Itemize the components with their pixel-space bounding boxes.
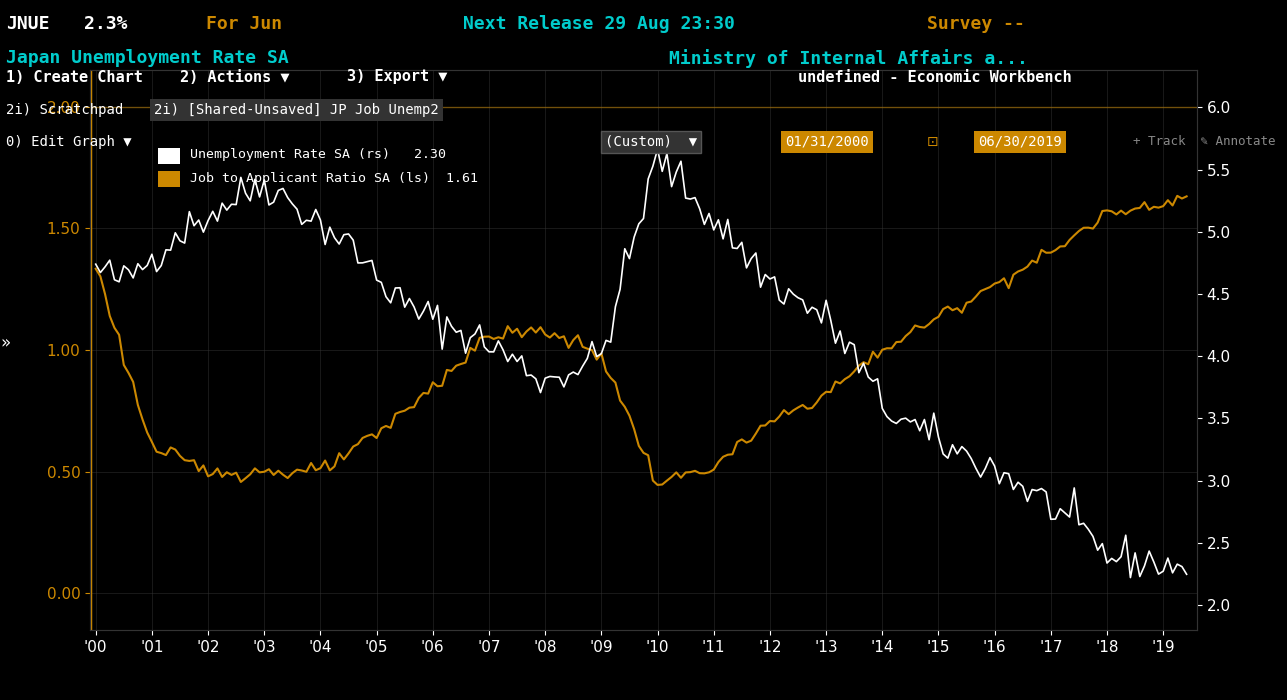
Text: 3) Export ▼: 3) Export ▼ <box>347 69 448 85</box>
Text: For Jun: For Jun <box>206 15 282 33</box>
Text: ⊡: ⊡ <box>927 134 938 149</box>
Text: 01/31/2000: 01/31/2000 <box>785 134 869 149</box>
Text: 2i) Scratchpad: 2i) Scratchpad <box>6 103 124 117</box>
Text: JNUE: JNUE <box>6 15 50 33</box>
Text: Survey --: Survey -- <box>927 15 1024 33</box>
Text: Unemployment Rate SA (rs)   2.30: Unemployment Rate SA (rs) 2.30 <box>190 148 447 162</box>
Text: 2.3%: 2.3% <box>84 15 127 33</box>
Text: undefined - Economic Workbench: undefined - Economic Workbench <box>798 69 1072 85</box>
Text: Next Release 29 Aug 23:30: Next Release 29 Aug 23:30 <box>463 15 735 33</box>
Text: Job to Applicant Ratio SA (ls)  1.61: Job to Applicant Ratio SA (ls) 1.61 <box>190 172 479 186</box>
Text: »: » <box>1 334 10 352</box>
Text: Japan Unemployment Rate SA: Japan Unemployment Rate SA <box>6 49 290 66</box>
Bar <box>158 171 180 187</box>
Bar <box>158 148 180 164</box>
Text: Ministry of Internal Affairs a...: Ministry of Internal Affairs a... <box>669 49 1028 68</box>
Text: (Custom)  ▼: (Custom) ▼ <box>605 134 698 149</box>
Text: 2) Actions ▼: 2) Actions ▼ <box>180 69 290 85</box>
Text: 06/30/2019: 06/30/2019 <box>978 134 1062 149</box>
Text: 1) Create Chart: 1) Create Chart <box>6 69 143 85</box>
Text: 2i) [Shared-Unsaved] JP Job Unemp2: 2i) [Shared-Unsaved] JP Job Unemp2 <box>154 103 439 117</box>
Text: 0) Edit Graph ▼: 0) Edit Graph ▼ <box>6 134 133 149</box>
Text: + Track  ✎ Annotate: + Track ✎ Annotate <box>1133 135 1275 148</box>
